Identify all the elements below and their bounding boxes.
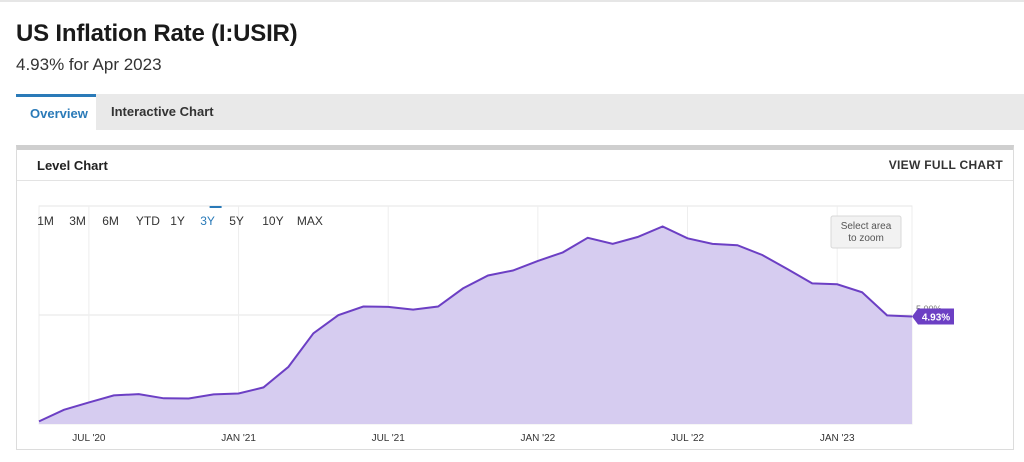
range-button-10y[interactable]: 10Y [262, 214, 283, 228]
series-line [38, 225, 913, 423]
last-value-label: 4.93% [922, 313, 950, 324]
zoom-hint-box: Select area to zoom [830, 215, 902, 249]
range-button-1m[interactable]: 1M [37, 214, 54, 228]
tab-bar: Overview Interactive Chart [16, 94, 1024, 130]
range-button-ytd[interactable]: YTD [136, 214, 160, 228]
x-tick-label: JAN '22 [521, 433, 556, 444]
x-tick-label: JAN '21 [221, 433, 256, 444]
range-selector: 1M 3M 6M YTD 1Y 3Y 5Y 10Y MAX [37, 206, 323, 228]
range-button-5y[interactable]: 5Y [229, 214, 244, 228]
range-button-6m[interactable]: 6M [102, 214, 119, 228]
x-axis-ticks: JUL '20 JAN '21 JUL '21 JAN '22 JUL '22 JAN '… [72, 433, 855, 444]
view-full-chart-link[interactable]: VIEW FULL CHART [888, 158, 1003, 172]
range-button-3y[interactable]: 3Y [200, 214, 215, 228]
page-subtitle: 4.93% for Apr 2023 [16, 55, 162, 74]
x-tick-label: JUL '20 [72, 433, 106, 444]
range-button-max[interactable]: MAX [297, 214, 323, 228]
level-chart-card: Level Chart VIEW FULL CHART 5.00% 1M3M6M… [16, 145, 1014, 450]
tab-interactive-chart[interactable]: Interactive Chart [111, 104, 214, 119]
tab-overview[interactable]: Overview [16, 94, 96, 130]
card-title: Level Chart [37, 158, 108, 173]
x-tick-label: JAN '23 [820, 433, 855, 444]
series-area-fill [39, 226, 912, 424]
zoom-hint-line-2: to zoom [848, 233, 884, 244]
top-divider [0, 0, 1024, 2]
page-title: US Inflation Rate (I:USIR) [16, 20, 298, 47]
last-value-badge [912, 308, 954, 325]
x-tick-label: JUL '22 [671, 433, 705, 444]
range-active-indicator [209, 206, 222, 208]
last-value-badge-group: 4.93% [912, 308, 954, 325]
range-button-1y[interactable]: 1Y [170, 214, 185, 228]
card-header: Level Chart VIEW FULL CHART [17, 150, 1013, 181]
range-button-3m[interactable]: 3M [69, 214, 86, 228]
x-tick-label: JUL '21 [372, 433, 406, 444]
zoom-hint-line-1: Select area [841, 221, 892, 232]
